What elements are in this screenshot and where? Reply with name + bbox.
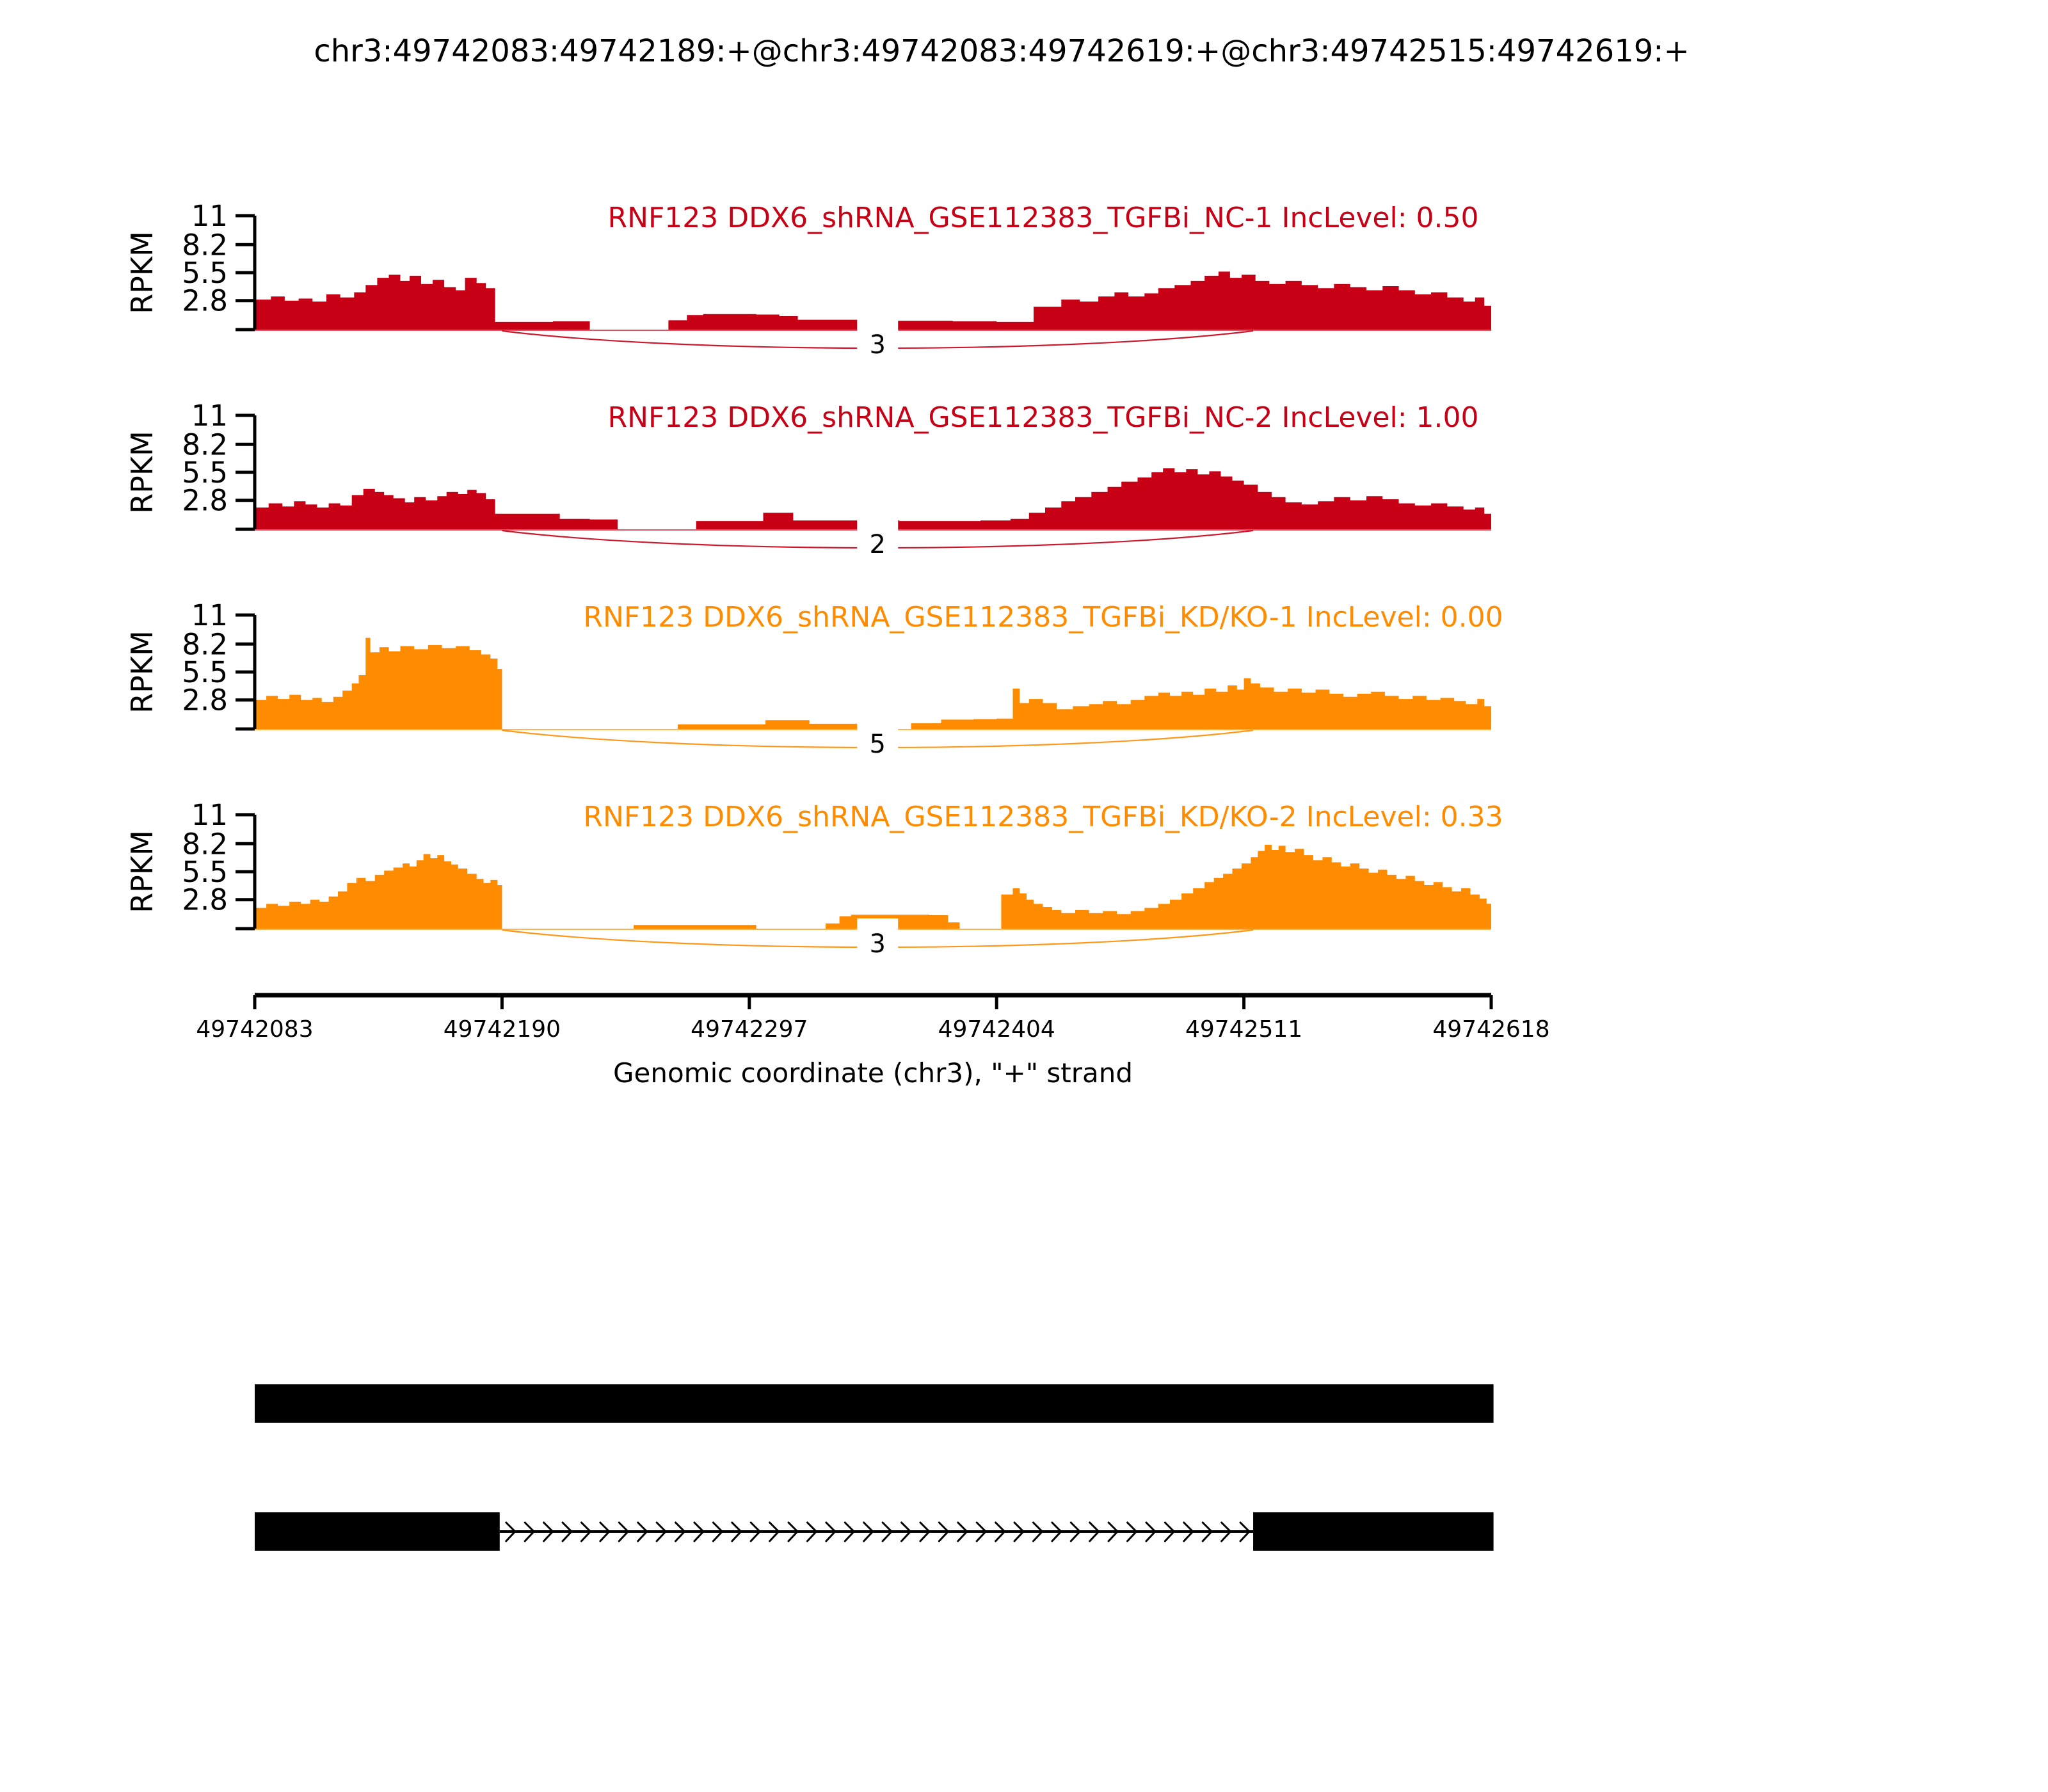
- y-tick-label-0: 5.5: [182, 256, 228, 290]
- strand-arrow-icon: [749, 1521, 762, 1542]
- strand-arrow-icon: [787, 1521, 799, 1542]
- y-tick-label-1: 2.8: [182, 484, 228, 518]
- junction-label-box-1: [857, 519, 899, 557]
- strand-arrow-icon: [524, 1521, 536, 1542]
- y-tick-label-2: 8.2: [182, 627, 228, 661]
- gene-model-skipping-isoform: [255, 1512, 1494, 1551]
- figure-title: chr3:49742083:49742189:+@chr3:49742083:4…: [314, 33, 1690, 69]
- y-tick-label-3: 8.2: [182, 827, 228, 861]
- strand-arrow-icon: [1201, 1521, 1213, 1542]
- strand-arrow-icon: [693, 1521, 705, 1542]
- x-tick-label: 49742404: [938, 1016, 1055, 1043]
- y-tick-label-2: 11: [191, 598, 228, 632]
- junction-count-1: 2: [869, 530, 885, 559]
- strand-arrow-icon: [731, 1521, 742, 1542]
- strand-arrow-icon: [957, 1521, 968, 1542]
- strand-arrow-icon: [881, 1521, 893, 1542]
- strand-arrow-icon: [769, 1521, 780, 1542]
- strand-arrow-icon: [806, 1521, 818, 1542]
- y-tick-label-0: 2.8: [182, 284, 228, 318]
- strand-arrow-icon: [1239, 1521, 1251, 1542]
- junction-label-box-3: [857, 918, 899, 957]
- strand-arrow-icon: [580, 1521, 592, 1542]
- strand-arrow-icon: [938, 1521, 950, 1542]
- y-tick-label-2: 2.8: [182, 684, 228, 717]
- strand-arrow-icon: [561, 1521, 573, 1542]
- strand-arrow-icon: [637, 1521, 648, 1542]
- strand-arrow-icon: [1107, 1521, 1119, 1542]
- track-KD/KO-2: 3 2.85.58.211 RPKM: [125, 798, 1491, 959]
- x-axis: 49742083 49742190 49742297 49742404 49742511…: [196, 993, 1550, 1043]
- y-tick-label-3: 11: [191, 798, 228, 832]
- junction-count-2: 5: [869, 730, 885, 759]
- strand-arrow-icon: [1220, 1521, 1232, 1542]
- strand-arrow-icon: [995, 1521, 1006, 1542]
- coverage-area-0: [255, 271, 1491, 330]
- y-tick-label-0: 8.2: [182, 228, 228, 262]
- strand-arrow-icon: [844, 1521, 856, 1542]
- track-title-nc-2: RNF123 DDX6_shRNA_GSE112383_TGFBi_NC-2 I…: [607, 401, 1479, 434]
- x-axis-label: Genomic coordinate (chr3), "+" strand: [612, 1057, 1133, 1089]
- y-axis-title-1: RPKM: [125, 431, 159, 514]
- strand-arrow-icon: [599, 1521, 611, 1542]
- x-tick-label: 49742297: [691, 1016, 808, 1043]
- gene-model-inclusion-isoform: [255, 1384, 1494, 1423]
- y-tick-label-1: 8.2: [182, 428, 228, 461]
- track-title-kdko-2: RNF123 DDX6_shRNA_GSE112383_TGFBi_KD/KO-…: [583, 801, 1503, 833]
- y-tick-label-1: 5.5: [182, 456, 228, 490]
- strand-arrow-icon: [1164, 1521, 1176, 1542]
- x-tick-label: 49742511: [1185, 1016, 1302, 1043]
- exon-block: [1253, 1512, 1494, 1551]
- y-axis-title-3: RPKM: [125, 830, 159, 913]
- y-axis-title-0: RPKM: [125, 231, 159, 314]
- y-axis-title-2: RPKM: [125, 630, 159, 714]
- strand-arrow-icon: [1183, 1521, 1194, 1542]
- track-KD/KO-1: 5 2.85.58.211 RPKM: [125, 598, 1491, 759]
- y-tick-label-3: 2.8: [182, 883, 228, 917]
- exon-block: [255, 1384, 1494, 1423]
- junction-label-box-0: [857, 319, 899, 358]
- x-tick-label: 49742618: [1432, 1016, 1549, 1043]
- junction-label-box-2: [857, 719, 899, 757]
- strand-arrow-icon: [675, 1521, 686, 1542]
- strand-arrow-icon: [655, 1521, 668, 1542]
- exon-block: [255, 1512, 500, 1551]
- y-tick-label-3: 5.5: [182, 855, 228, 889]
- y-tick-label-1: 11: [191, 399, 228, 433]
- x-tick-label: 49742190: [444, 1016, 561, 1043]
- junction-count-3: 3: [869, 929, 885, 959]
- strand-arrow-icon: [919, 1521, 931, 1542]
- coverage-area-3: [255, 844, 1491, 929]
- strand-arrow-icon: [1051, 1521, 1062, 1542]
- strand-arrow-icon: [900, 1521, 912, 1542]
- strand-arrow-icon: [1126, 1521, 1138, 1542]
- strand-arrow-icon: [825, 1521, 836, 1542]
- track-title-kdko-1: RNF123 DDX6_shRNA_GSE112383_TGFBi_KD/KO-…: [583, 601, 1503, 634]
- gene-models: [255, 1384, 1494, 1551]
- coverage-area-1: [255, 468, 1491, 529]
- strand-arrow-icon: [543, 1521, 554, 1542]
- strand-arrow-icon: [1089, 1521, 1100, 1542]
- strand-arrow-icon: [618, 1521, 630, 1542]
- strand-arrow-icon: [1013, 1521, 1025, 1542]
- strand-arrow-icon: [505, 1521, 516, 1542]
- coverage-area-2: [255, 637, 1491, 729]
- strand-arrow-icon: [1145, 1521, 1157, 1542]
- strand-arrow-icon: [712, 1521, 724, 1542]
- strand-arrow-icon: [863, 1521, 874, 1542]
- track-NC-1: 3 2.85.58.211 RPKM: [125, 199, 1491, 360]
- strand-arrow-icon: [1069, 1521, 1082, 1542]
- track-title-nc-1: RNF123 DDX6_shRNA_GSE112383_TGFBi_NC-1 I…: [607, 202, 1479, 234]
- track-NC-2: 2 2.85.58.211 RPKM: [125, 399, 1491, 559]
- y-tick-label-0: 11: [191, 199, 228, 233]
- junction-count-0: 3: [869, 330, 885, 360]
- strand-arrow-icon: [975, 1521, 988, 1542]
- strand-arrow-icon: [1032, 1521, 1044, 1542]
- y-tick-label-2: 5.5: [182, 655, 228, 689]
- x-tick-label: 49742083: [196, 1016, 313, 1043]
